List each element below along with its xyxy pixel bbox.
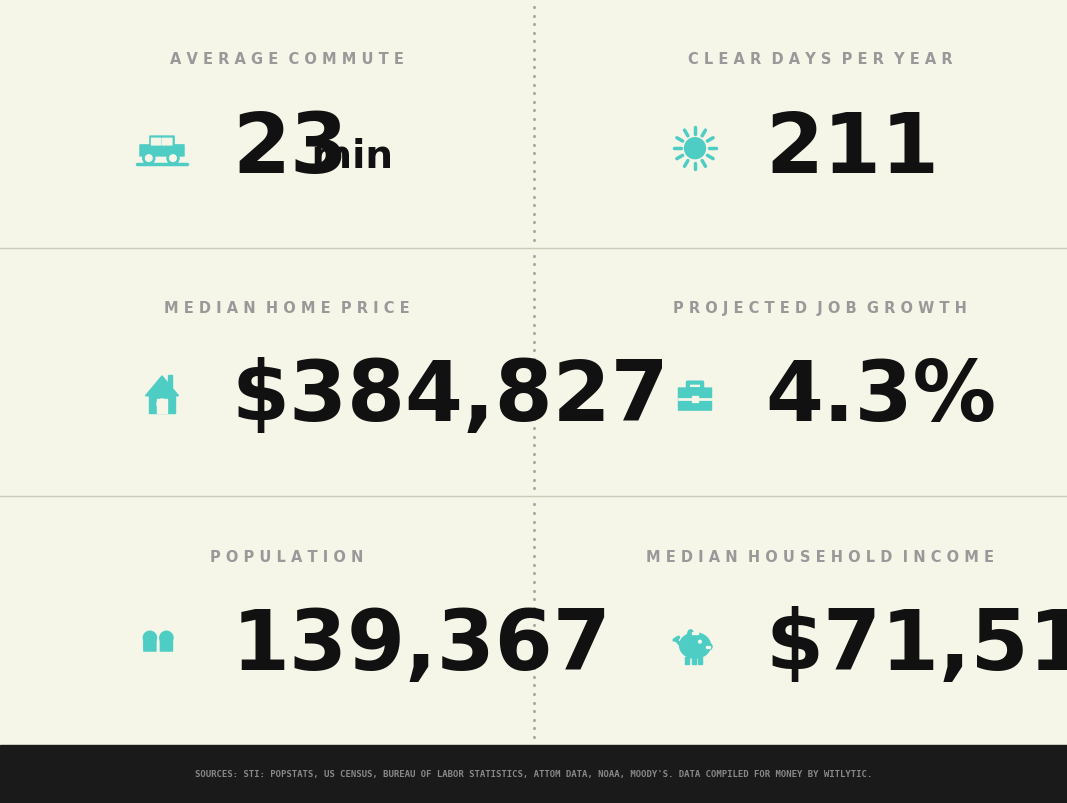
Ellipse shape <box>688 630 694 638</box>
Bar <box>148 395 175 414</box>
Text: min: min <box>298 138 393 176</box>
FancyBboxPatch shape <box>152 139 161 145</box>
Text: 4.3%: 4.3% <box>765 357 997 438</box>
Ellipse shape <box>680 633 711 658</box>
Bar <box>692 658 696 664</box>
Circle shape <box>166 153 179 165</box>
FancyBboxPatch shape <box>149 137 174 147</box>
Circle shape <box>160 631 173 645</box>
Text: $71,514: $71,514 <box>765 605 1067 687</box>
Bar <box>698 658 702 664</box>
Text: P O P U L A T I O N: P O P U L A T I O N <box>210 548 364 564</box>
Text: 23: 23 <box>232 108 348 190</box>
Circle shape <box>143 153 155 165</box>
Text: P R O J E C T E D  J O B  G R O W T H: P R O J E C T E D J O B G R O W T H <box>673 300 967 316</box>
Text: C L E A R  D A Y S  P E R  Y E A R: C L E A R D A Y S P E R Y E A R <box>688 52 953 67</box>
Bar <box>692 632 698 634</box>
Text: 211: 211 <box>765 108 939 190</box>
Bar <box>0 745 1067 803</box>
Circle shape <box>170 156 176 162</box>
Bar <box>157 400 166 414</box>
Text: M E D I A N  H O U S E H O L D  I N C O M E: M E D I A N H O U S E H O L D I N C O M … <box>646 548 994 564</box>
Text: A V E R A G E  C O M M U T E: A V E R A G E C O M M U T E <box>170 52 404 67</box>
Text: M E D I A N  H O M E  P R I C E: M E D I A N H O M E P R I C E <box>164 300 410 316</box>
Circle shape <box>143 631 157 645</box>
Ellipse shape <box>703 643 712 650</box>
FancyBboxPatch shape <box>160 640 173 651</box>
Circle shape <box>685 139 705 160</box>
FancyBboxPatch shape <box>140 145 184 157</box>
Text: SOURCES: STI: POPSTATS, US CENSUS, BUREAU OF LABOR STATISTICS, ATTOM DATA, NOAA,: SOURCES: STI: POPSTATS, US CENSUS, BUREA… <box>195 769 872 779</box>
Bar <box>685 658 689 664</box>
Circle shape <box>699 641 701 643</box>
Circle shape <box>145 156 153 162</box>
Text: 139,367: 139,367 <box>232 605 611 687</box>
Bar <box>692 396 698 403</box>
Bar <box>168 375 172 388</box>
Circle shape <box>157 400 166 410</box>
FancyBboxPatch shape <box>162 139 172 145</box>
Text: $384,827: $384,827 <box>232 357 670 438</box>
FancyBboxPatch shape <box>679 389 712 410</box>
FancyBboxPatch shape <box>144 640 156 651</box>
Polygon shape <box>145 377 178 396</box>
